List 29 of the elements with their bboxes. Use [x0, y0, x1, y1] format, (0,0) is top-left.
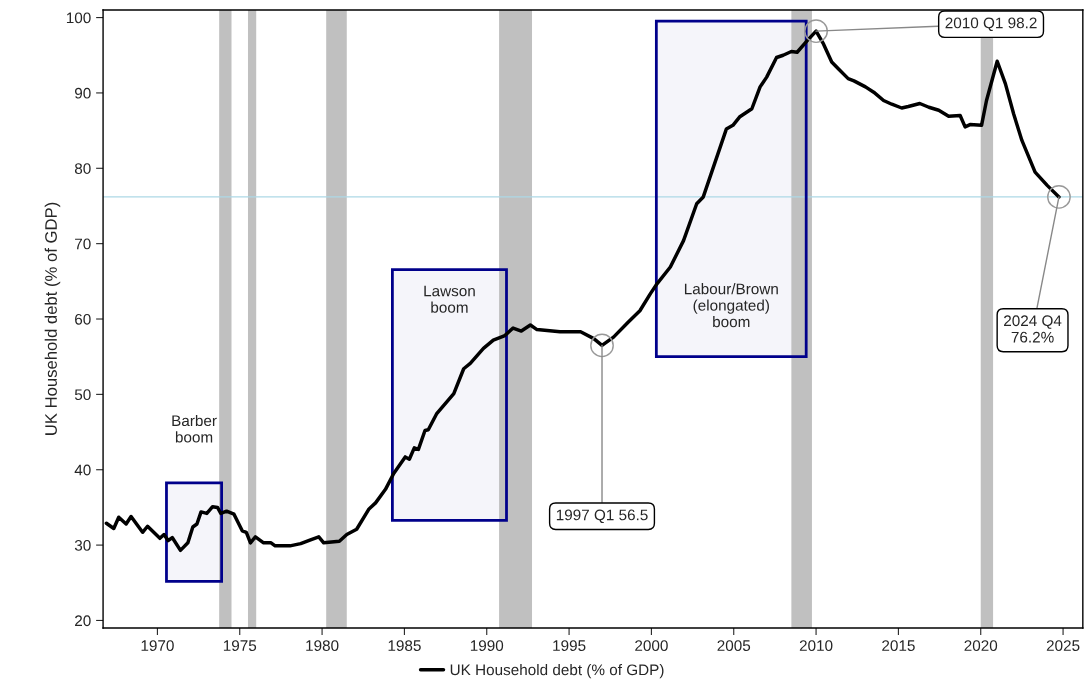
x-tick-label: 2000 [635, 640, 668, 652]
band-label: Barber boom [172, 414, 217, 443]
legend-label: UK Household debt (% of GDP) [450, 664, 664, 679]
x-tick-label: 1980 [306, 640, 339, 652]
x-tick-label: 1990 [470, 640, 504, 652]
y-tick-label: 90 [74, 87, 91, 99]
y-axis-title: UK Household debt (% of GDP) [44, 202, 61, 435]
x-tick-label: 1985 [388, 640, 421, 652]
y-tick-label: 30 [74, 539, 91, 551]
x-tick-label: 1970 [141, 640, 174, 652]
band-label: Labour/Brown (elongated) boom [684, 283, 778, 328]
x-tick-label: 2005 [717, 640, 751, 652]
y-tick-label: 50 [74, 389, 91, 401]
y-tick-label: 40 [74, 464, 91, 476]
annotation: 1997 Q1 56.5 [556, 509, 648, 524]
y-tick-label: 20 [75, 615, 91, 627]
y-tick-label: 60 [75, 313, 91, 325]
x-tick-label: 1995 [553, 640, 586, 652]
x-tick-label: 1975 [223, 640, 257, 652]
annotation: 2010 Q1 98.2 [945, 17, 1037, 32]
annotation: 2024 Q4 76.2% [1004, 315, 1062, 343]
y-tick-label: 70 [75, 238, 91, 250]
y-tick-label: 100 [66, 12, 91, 24]
y-tick-label: 80 [74, 163, 91, 174]
x-tick-label: 2015 [882, 640, 915, 652]
x-tick-label: 2025 [1046, 640, 1080, 652]
x-tick-label: 2020 [964, 640, 998, 652]
x-tick-label: 2010 [799, 640, 833, 652]
band-label: Lawson boom [424, 285, 475, 313]
